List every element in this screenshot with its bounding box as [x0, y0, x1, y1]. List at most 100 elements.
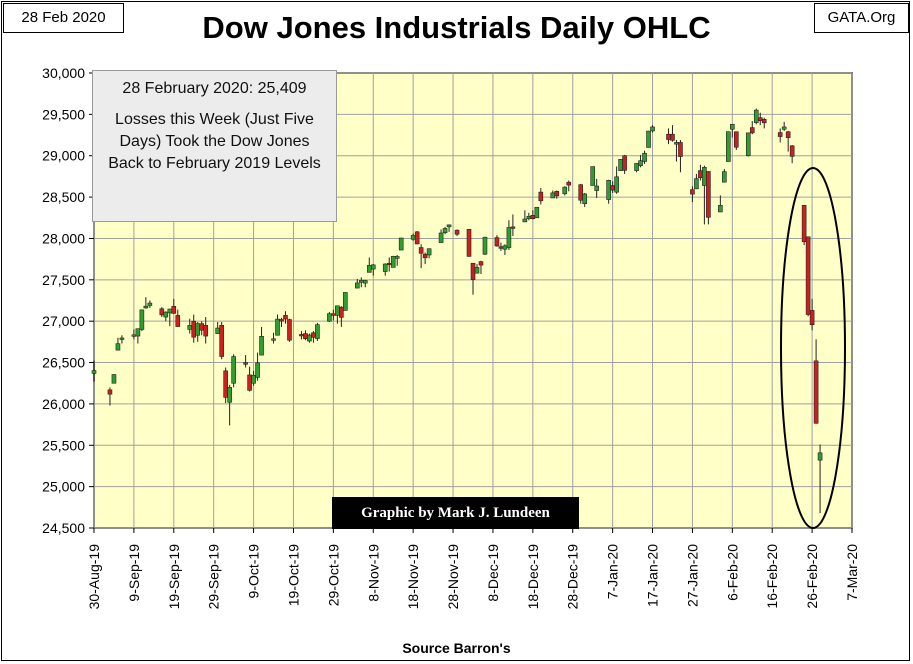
y-tick-label: 26,500	[42, 355, 85, 371]
annotation-box: 28 February 2020: 25,409 Losses this Wee…	[92, 70, 337, 222]
ohlc-body	[726, 131, 731, 162]
ohlc-body	[650, 126, 655, 132]
ohlc-body	[789, 145, 795, 157]
ohlc-body	[398, 237, 404, 251]
ohlc-body	[159, 308, 165, 316]
ohlc-body	[299, 334, 304, 337]
x-tick-label: 6-Feb-20	[724, 544, 740, 601]
ohlc-bar	[327, 312, 332, 323]
ohlc-bar	[438, 229, 444, 243]
ohlc-body	[722, 171, 727, 183]
ohlc-body	[618, 158, 623, 171]
x-tick-label: 28-Dec-19	[565, 544, 581, 610]
ohlc-bar	[139, 309, 145, 332]
ohlc-bar	[426, 248, 432, 259]
ohlc-body	[91, 370, 97, 374]
ohlc-body	[390, 256, 396, 268]
ohlc-body	[510, 226, 516, 229]
ohlc-bar	[745, 132, 751, 157]
ohlc-bar	[251, 370, 256, 386]
ohlc-body	[418, 247, 424, 254]
ohlc-bar	[362, 279, 368, 288]
ohlc-body	[275, 318, 280, 336]
x-tick-label: 7-Mar-20	[844, 544, 860, 601]
ohlc-body	[694, 178, 699, 190]
ohlc-body	[761, 119, 767, 124]
ohlc-body	[111, 374, 117, 384]
ohlc-bar	[510, 214, 516, 236]
ohlc-body	[494, 237, 500, 247]
ohlc-bar	[107, 387, 113, 406]
ohlc-body	[502, 245, 508, 250]
y-tick-label: 29,000	[42, 148, 85, 164]
ohlc-body	[749, 127, 755, 134]
credit-label: Graphic by Mark J. Lundeen	[332, 497, 579, 529]
x-tick-label: 27-Jan-20	[684, 544, 700, 607]
y-tick-label: 27,000	[42, 313, 85, 329]
y-tick-label: 28,500	[42, 189, 85, 205]
y-tick-label: 25,000	[42, 479, 85, 495]
ohlc-body	[370, 264, 376, 270]
ohlc-body	[777, 132, 783, 137]
ohlc-bar	[343, 292, 348, 311]
y-tick-label: 30,000	[42, 65, 85, 81]
ohlc-body	[119, 337, 125, 340]
ohlc-bar	[809, 298, 815, 331]
ohlc-bar	[813, 339, 819, 424]
ohlc-bar	[279, 317, 284, 327]
ohlc-bar	[259, 326, 264, 356]
ohlc-body	[255, 362, 260, 378]
y-tick-label: 29,500	[42, 106, 85, 122]
ohlc-bar	[243, 355, 248, 368]
x-axis-ticks: 30-Aug-19 9-Sep-19 19-Sep-19 29-Sep-19 9-Oct…	[86, 528, 860, 609]
ohlc-bar	[275, 314, 280, 336]
ohlc-bar	[163, 311, 169, 322]
ohlc-body	[358, 280, 364, 283]
ohlc-bar	[418, 244, 424, 269]
x-tick-label: 9-Oct-19	[246, 544, 262, 599]
ohlc-bar	[482, 236, 488, 255]
y-tick-label: 25,500	[42, 437, 85, 453]
ohlc-body	[805, 236, 811, 315]
ohlc-bar	[554, 190, 560, 199]
ohlc-bar	[590, 166, 595, 186]
ohlc-body	[175, 315, 181, 327]
y-axis-ticks: 24,500 25,000 25,500 26,000 26,500 27,000 27,5…	[42, 65, 94, 536]
ohlc-body	[303, 333, 308, 340]
ohlc-bar	[446, 224, 452, 232]
ohlc-body	[382, 263, 388, 272]
ohlc-bar	[582, 192, 588, 208]
x-tick-label: 28-Nov-19	[445, 544, 461, 610]
ohlc-bar	[646, 130, 651, 148]
ohlc-body	[522, 218, 528, 223]
ohlc-body	[139, 309, 145, 330]
ohlc-body	[135, 328, 141, 337]
ohlc-bar	[538, 187, 544, 205]
ohlc-body	[753, 109, 759, 123]
ohlc-bar	[777, 128, 783, 143]
ohlc-bar	[355, 278, 360, 289]
x-tick-label: 17-Jan-20	[645, 544, 661, 607]
ohlc-bar	[650, 125, 655, 133]
x-tick-label: 19-Sep-19	[166, 544, 182, 610]
ohlc-body	[311, 332, 316, 338]
ohlc-bar	[135, 328, 141, 344]
ohlc-bar	[394, 255, 400, 266]
ohlc-bar	[175, 309, 181, 327]
ohlc-body	[745, 132, 751, 157]
ohlc-body	[107, 389, 113, 395]
ohlc-body	[582, 193, 588, 205]
ohlc-bar	[223, 367, 228, 404]
ohlc-body	[454, 229, 460, 235]
ohlc-body	[498, 246, 504, 249]
ohlc-body	[187, 325, 193, 330]
ohlc-body	[195, 323, 201, 336]
ohlc-bar	[718, 195, 723, 213]
ohlc-bar	[339, 306, 344, 327]
ohlc-body	[131, 334, 137, 337]
ohlc-bar	[690, 186, 695, 203]
x-tick-label: 18-Dec-19	[525, 544, 541, 610]
ohlc-bar	[785, 130, 791, 152]
ohlc-bar	[219, 322, 224, 360]
